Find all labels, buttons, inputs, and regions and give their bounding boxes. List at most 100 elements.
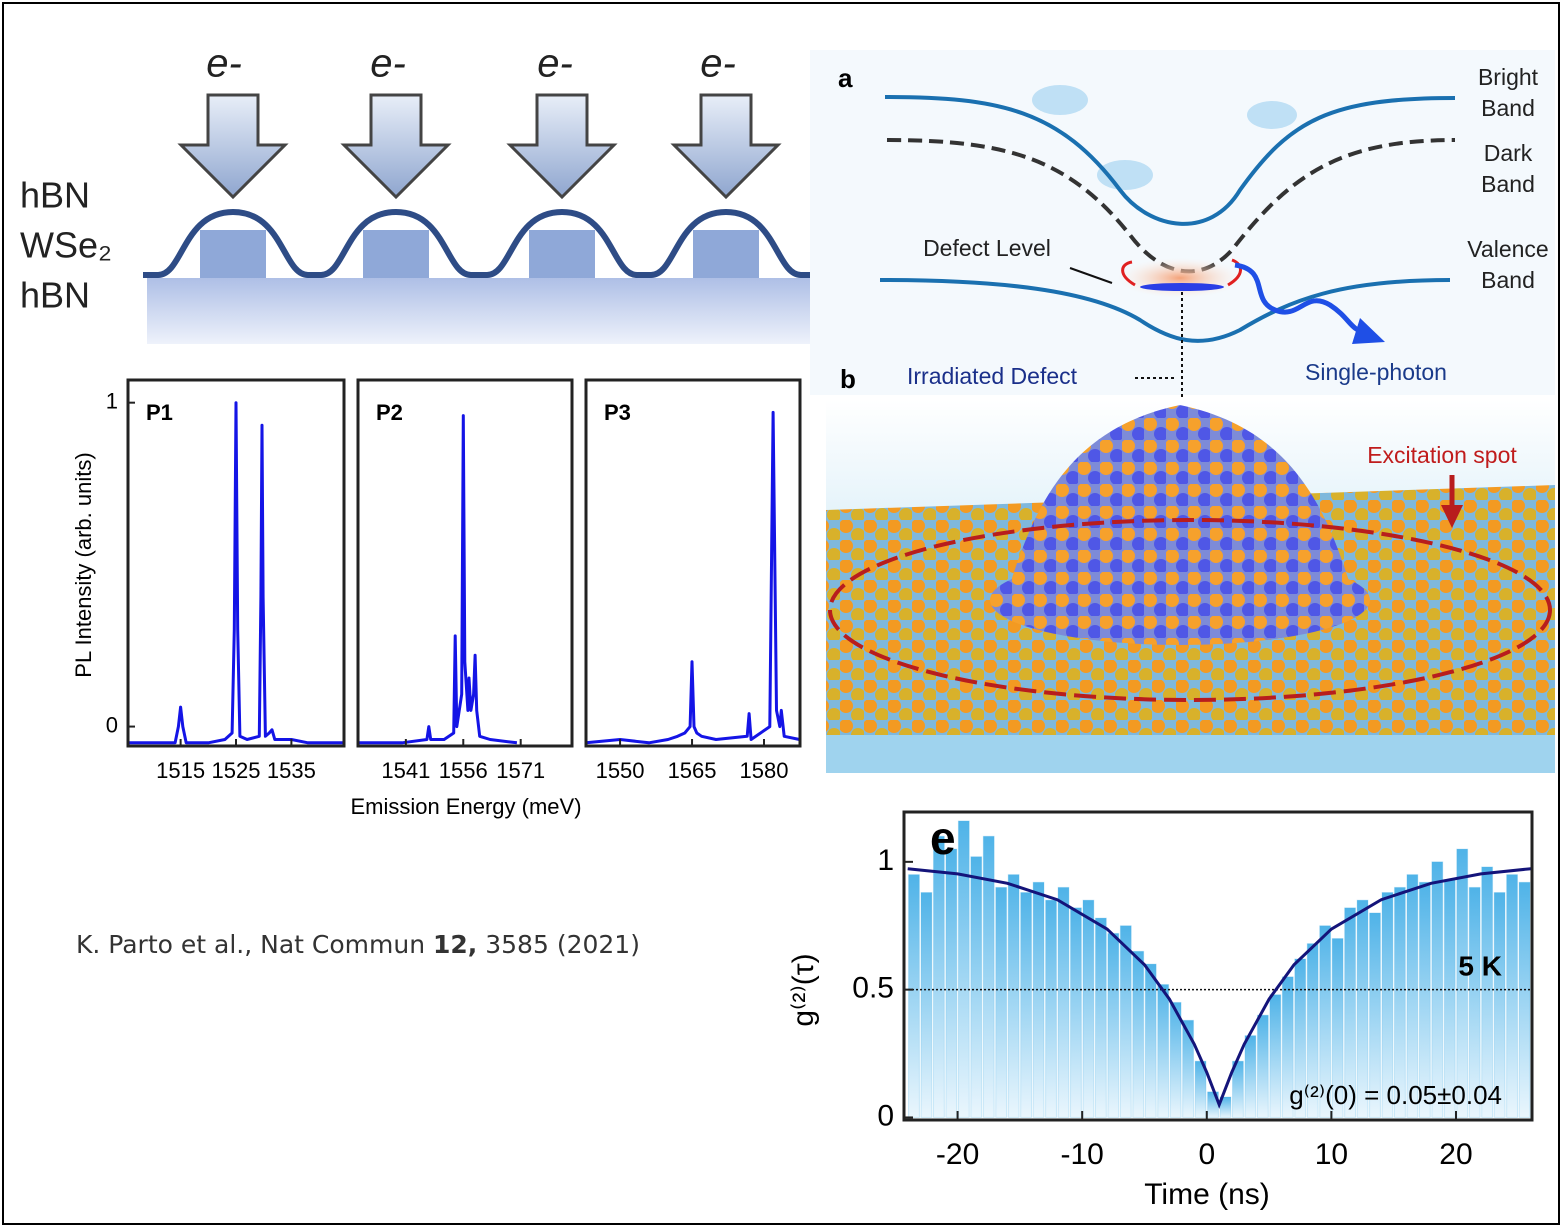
y-axis-label: PL Intensity (arb. units): [71, 452, 96, 677]
x-tick-label: 10: [1315, 1138, 1348, 1171]
y-axis-label: g⁽²⁾(τ): [787, 953, 820, 1026]
x-tick-label: 1525: [212, 758, 261, 783]
plot-frame: [356, 378, 574, 748]
histogram-bar: [1219, 1096, 1232, 1118]
g2-zero-label: g⁽²⁾(0) = 0.05±0.04: [1289, 1080, 1502, 1110]
histogram-bar: [1406, 874, 1419, 1118]
histogram-bar: [1319, 925, 1332, 1118]
defect-mound: [1005, 405, 1355, 600]
band-label: Band: [1481, 267, 1535, 293]
panel-label: P1: [146, 400, 173, 425]
layer-label: hBN: [20, 275, 90, 316]
defect-glow: [1118, 258, 1242, 298]
defect-label: Irradiated Defect: [907, 363, 1078, 389]
band-label: Dark: [1484, 140, 1533, 166]
histogram-bar: [1132, 950, 1145, 1118]
histogram-bar: [1045, 899, 1057, 1118]
excitation-arrowhead: [1441, 505, 1463, 528]
exciton: [1097, 160, 1153, 190]
schematic: e- e- e- e- hBN WSe₂ hBN: [20, 42, 810, 344]
panel-label: P2: [376, 400, 403, 425]
x-tick-label: 1550: [596, 758, 645, 783]
citation-text: K. Parto et al., Nat Commun: [76, 930, 426, 959]
defect-label: Defect Level: [923, 235, 1051, 261]
dark-band-curve: [886, 138, 1456, 274]
histogram-bar: [1468, 886, 1481, 1118]
histogram-bar: [1393, 886, 1406, 1118]
layer-label: WSe₂: [20, 225, 112, 266]
citation-volume: 12,: [433, 930, 478, 959]
exciton: [1032, 85, 1088, 115]
electron-label: e-: [700, 42, 736, 86]
band-label: Bright: [1478, 64, 1539, 90]
histogram-bar: [1244, 1035, 1257, 1118]
y-tick-label: 1: [106, 388, 118, 413]
panel-label: b: [840, 364, 856, 394]
citation-pages: 3585 (2021): [485, 930, 640, 959]
histogram-bar: [1057, 886, 1070, 1118]
x-tick-label: 1535: [267, 758, 316, 783]
x-tick-label: 1541: [381, 758, 430, 783]
x-tick-label: 1556: [439, 758, 488, 783]
spectrum-line: [585, 410, 800, 745]
x-tick-label: 1565: [668, 758, 717, 783]
wse2-layer: [143, 208, 810, 278]
panel-label: e: [930, 812, 956, 864]
histogram-bar: [1418, 881, 1431, 1118]
electron-label: e-: [206, 42, 242, 86]
histogram-bar: [1381, 892, 1394, 1118]
y-tick-label: 0: [106, 712, 118, 737]
histogram-bar: [982, 835, 995, 1118]
y-tick-label: 1: [877, 844, 894, 877]
histogram-bar: [1344, 907, 1357, 1118]
spectrum-line: [358, 414, 518, 745]
electron-label: e-: [537, 42, 573, 86]
defect-state: [1140, 283, 1224, 291]
fit-curve: [907, 867, 1531, 1109]
histogram-bar: [1157, 984, 1170, 1118]
y-tick-label: 0: [877, 1099, 894, 1132]
histogram-bar: [1269, 994, 1282, 1118]
photon-arrowhead: [1352, 318, 1385, 344]
histogram-bar: [932, 835, 945, 1118]
histogram-bar: [1007, 874, 1020, 1118]
x-axis-label: Time (ns): [1144, 1178, 1270, 1211]
bright-band-curve: [884, 95, 1456, 226]
lattice-illustration: Excitation spot: [826, 400, 1555, 773]
histogram-bar: [1082, 899, 1095, 1118]
histogram-bar: [1493, 892, 1506, 1118]
citation: K. Parto et al., Nat Commun 12, 3585 (20…: [76, 930, 640, 959]
nanopillars: [200, 230, 759, 278]
histogram-bar: [1456, 848, 1469, 1118]
histogram-bar: [1481, 866, 1494, 1118]
band-label: Band: [1481, 95, 1535, 121]
histogram-bar: [995, 886, 1008, 1118]
layer-label: hBN: [20, 175, 90, 216]
x-tick-label: 1571: [496, 758, 545, 783]
substrate: [147, 278, 810, 344]
valence-band-curve: [879, 278, 1451, 343]
x-axis-label: Emission Energy (meV): [350, 794, 581, 819]
exciton: [1247, 101, 1297, 129]
band-diagram: a b Bright Band Dark Band Valence Band D…: [810, 50, 1555, 470]
histogram-bar: [1369, 912, 1381, 1118]
x-tick-label: -20: [936, 1138, 979, 1171]
histogram-bar: [1506, 874, 1518, 1118]
histogram-bar: [1356, 899, 1369, 1118]
histogram-bar: [1306, 943, 1319, 1118]
histogram-bar: [957, 820, 970, 1118]
histogram-bar: [1107, 932, 1120, 1118]
photon-path: [1234, 262, 1366, 335]
y-tick-label: 0.5: [852, 972, 894, 1005]
histogram-bar: [1169, 1001, 1182, 1118]
x-tick-label: 1515: [156, 758, 205, 783]
histogram-bar: [908, 874, 920, 1118]
temperature-label: 5 K: [1458, 950, 1502, 981]
histogram-bar: [1070, 907, 1082, 1118]
histogram-bar: [1256, 1014, 1269, 1118]
band-label: Valence: [1467, 236, 1548, 262]
histogram-bar: [1518, 881, 1531, 1118]
histogram-bar: [1144, 963, 1157, 1118]
